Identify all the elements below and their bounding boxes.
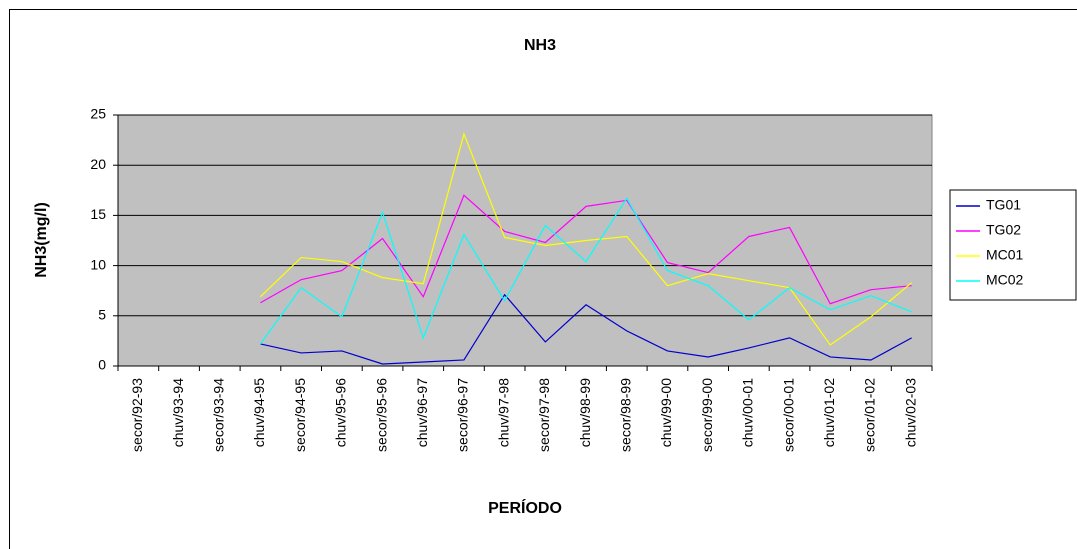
x-tick-label: secor/95-96: [373, 378, 389, 452]
x-axis-title: PERÍODO: [488, 498, 562, 517]
x-tick-label: chuv/96-97: [414, 378, 430, 447]
x-tick-label: chuv/01-02: [821, 378, 837, 447]
y-tick-label: 20: [90, 156, 106, 172]
series-line: [259, 197, 912, 345]
y-tick-label: 0: [98, 357, 106, 373]
x-tick-label: secor/94-95: [292, 378, 308, 452]
y-axis-title: NH3(mg/l): [33, 202, 50, 278]
plot-area: [117, 114, 933, 367]
series-line: [260, 293, 912, 365]
x-tick-label: chuv/93-94: [170, 378, 186, 447]
x-tick-label: chuv/98-99: [577, 378, 593, 447]
y-tick-label: 25: [90, 106, 106, 122]
x-tick-label: chuv/95-96: [333, 378, 349, 447]
legend-label: TG02: [986, 222, 1021, 238]
legend-label: TG01: [986, 197, 1021, 213]
x-tick-label: secor/92-93: [129, 378, 145, 452]
series-line: [260, 132, 913, 346]
legend-label: MC01: [986, 247, 1024, 263]
x-tick-label: secor/99-00: [699, 378, 715, 452]
x-tick-label: secor/01-02: [862, 378, 878, 452]
x-tick-label: secor/97-98: [536, 378, 552, 452]
x-tick-label: secor/96-97: [455, 378, 471, 452]
x-tick-label: secor/00-01: [780, 378, 796, 452]
y-tick-label: 15: [90, 206, 106, 222]
x-tick-label: chuv/99-00: [658, 378, 674, 447]
y-tick-label: 10: [90, 256, 106, 272]
x-tick-label: chuv/94-95: [251, 378, 267, 447]
x-tick-label: chuv/02-03: [902, 378, 918, 447]
x-tick-label: chuv/00-01: [740, 378, 756, 447]
chart-title: NH3: [524, 37, 556, 54]
legend-label: MC02: [986, 272, 1024, 288]
y-tick-label: 5: [98, 307, 106, 323]
x-tick-label: chuv/97-98: [495, 378, 511, 447]
x-tick-label: secor/98-99: [617, 378, 633, 452]
series-line: [260, 194, 912, 305]
x-tick-label: secor/93-94: [210, 378, 226, 452]
